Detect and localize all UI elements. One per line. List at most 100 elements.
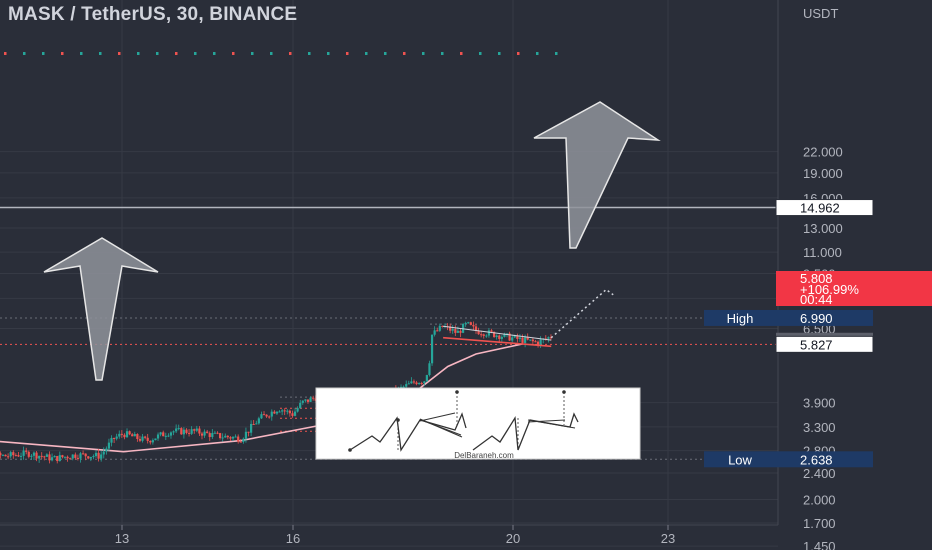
candle-body — [84, 453, 87, 457]
candle-body — [9, 452, 12, 457]
candle-body — [531, 339, 534, 342]
candle-body — [200, 433, 204, 436]
candle-body — [94, 452, 98, 457]
candle-body — [511, 337, 514, 341]
candle-body — [97, 452, 100, 459]
candle-body — [0, 453, 2, 456]
candle-body — [539, 339, 542, 345]
candle-body — [296, 408, 299, 412]
candle-body — [180, 428, 183, 435]
candle-body — [268, 416, 271, 418]
badge-prefix: High — [727, 311, 754, 326]
candle-body — [428, 363, 431, 376]
flag-pattern — [443, 325, 552, 348]
candle-body — [221, 437, 224, 439]
candle-body — [526, 337, 529, 340]
indicator-dot — [137, 52, 140, 55]
candle-body — [185, 429, 188, 433]
indicator-dot — [498, 52, 501, 55]
time-axis[interactable]: 13 16 20 23 — [115, 525, 675, 546]
candle-body — [162, 432, 165, 437]
candle-body — [66, 456, 69, 459]
candle-body — [120, 433, 123, 435]
candle-body — [508, 333, 511, 341]
candle-body — [247, 431, 250, 433]
candle-body — [255, 423, 258, 425]
price-tick-label: 3.900 — [803, 396, 836, 411]
candle-body — [177, 428, 180, 430]
candle-body — [250, 423, 253, 433]
candle-body — [187, 432, 191, 434]
candle-body — [410, 381, 413, 384]
badge-value-bg — [776, 451, 873, 468]
candle-body — [146, 437, 149, 441]
indicator-dot — [270, 52, 273, 55]
indicator-dots — [4, 52, 558, 55]
candle-body — [231, 436, 235, 439]
candle-body — [301, 400, 304, 403]
candle-body — [288, 410, 291, 414]
time-tick-label: 13 — [115, 531, 129, 546]
candle-body — [260, 414, 263, 419]
candle-body — [516, 335, 519, 339]
candle-body — [423, 381, 426, 384]
candle-body — [244, 431, 248, 439]
candle-body — [224, 435, 227, 438]
indicator-dot — [346, 52, 349, 55]
candle-body — [115, 436, 118, 439]
price-tick-label: 3.300 — [803, 420, 836, 435]
candle-body — [138, 438, 142, 441]
candle-body — [430, 334, 434, 364]
candle-body — [529, 339, 532, 341]
candle-body — [110, 437, 113, 443]
candle-body — [281, 410, 284, 412]
indicator-dot — [441, 52, 444, 55]
candle-body — [436, 330, 439, 332]
candle-body — [265, 414, 268, 417]
candle-body — [270, 411, 273, 417]
candle-body — [190, 429, 193, 434]
price-tick-label: 2.400 — [803, 466, 836, 481]
time-tick-label: 23 — [661, 531, 675, 546]
candle-body — [92, 456, 95, 458]
candle-body — [492, 331, 496, 338]
candle-body — [131, 434, 134, 437]
time-tick-label: 16 — [286, 531, 300, 546]
candle-body — [399, 386, 403, 388]
candle-body — [459, 330, 462, 333]
watermark-text: DelBaraneh.com — [454, 451, 514, 460]
candle-body — [193, 429, 196, 431]
candle-body — [12, 452, 15, 456]
price-tick-label: 1.450 — [803, 539, 836, 550]
candle-body — [262, 414, 266, 416]
price-tick-label: 2.000 — [803, 492, 836, 507]
indicator-dot — [251, 52, 254, 55]
candle-body — [312, 397, 315, 399]
indicator-dot — [194, 52, 197, 55]
indicator-dot — [23, 52, 26, 55]
right-up-arrow[interactable] — [533, 101, 661, 249]
candle-body — [30, 455, 33, 457]
price-axis-unit: USDT — [803, 6, 838, 21]
candle-body — [226, 435, 229, 438]
left-up-arrow[interactable] — [43, 237, 159, 381]
price-tick-label: 1.700 — [803, 516, 836, 531]
candle-body — [291, 413, 294, 416]
candle-body — [425, 375, 428, 382]
candle-body — [128, 431, 131, 435]
candle-body — [71, 454, 74, 459]
candle-body — [167, 435, 170, 437]
candle-body — [63, 456, 67, 458]
candle-body — [19, 455, 23, 457]
indicator-dot — [327, 52, 330, 55]
candle-body — [141, 436, 144, 441]
candle-body — [1, 454, 5, 456]
candle-body — [456, 330, 460, 333]
price-tick-label: 13.000 — [803, 221, 843, 236]
candle-body — [293, 411, 297, 416]
candle-body — [498, 335, 501, 339]
indicator-dot — [99, 52, 102, 55]
candle-body — [144, 436, 147, 438]
candle-body — [490, 330, 493, 332]
